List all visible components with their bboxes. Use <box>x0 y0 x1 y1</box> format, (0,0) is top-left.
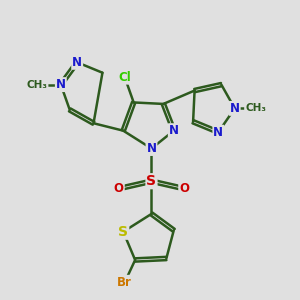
Text: O: O <box>179 182 189 195</box>
Text: N: N <box>72 56 82 69</box>
Text: S: S <box>118 225 128 239</box>
Text: S: S <box>146 174 157 188</box>
Text: N: N <box>213 126 224 139</box>
Text: N: N <box>230 102 240 115</box>
Text: CH₃: CH₃ <box>27 80 48 90</box>
Text: CH₃: CH₃ <box>245 103 266 113</box>
Text: Br: Br <box>117 276 132 289</box>
Text: N: N <box>146 142 157 155</box>
Text: O: O <box>114 182 124 195</box>
Text: N: N <box>56 78 66 91</box>
Text: N: N <box>169 124 179 137</box>
Text: Cl: Cl <box>118 71 131 84</box>
